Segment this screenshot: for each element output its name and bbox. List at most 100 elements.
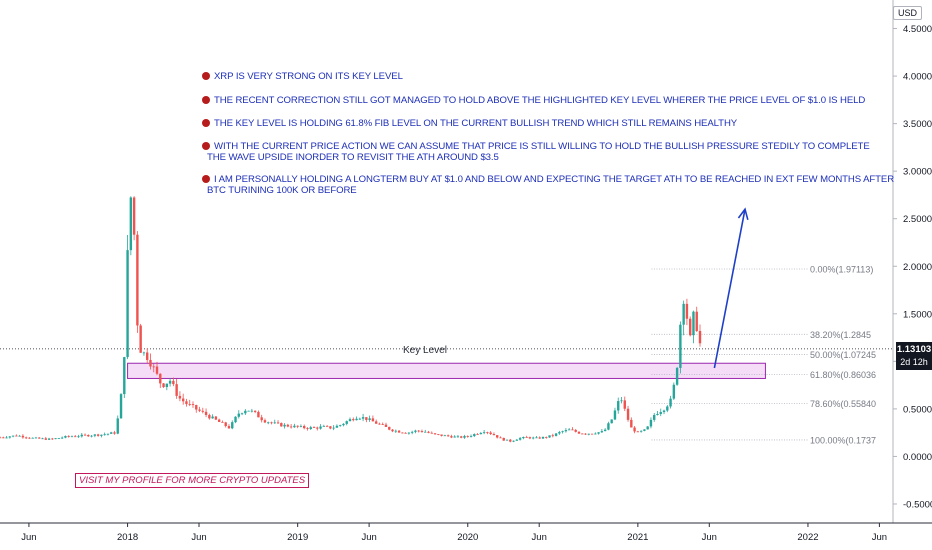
candle-body [489,432,492,434]
candle-body [401,432,404,434]
key-level-zone-layer [127,362,766,379]
candle-body [224,422,227,427]
candle-body [60,437,64,439]
candle-body [303,425,306,429]
candle-body [299,425,303,427]
candle-body [518,438,522,440]
candle-body [499,437,502,439]
candle-body [90,435,93,437]
candle-body [332,427,335,429]
candle-body [623,400,626,409]
candles-layer [0,196,702,443]
candle-body [394,430,397,432]
projection-arrow-layer [713,207,749,369]
candle-body [463,436,466,438]
candle-body [136,234,139,326]
candle-body [666,406,669,411]
candle-body [149,359,152,367]
profile-promo-link[interactable]: VISIT MY PROFILE FOR MORE CRYPTO UPDATES [75,473,310,488]
fib-levels-layer: 0.00%(1.97113) 38.20%(1.2845 50.00%(1.0724… [0,264,893,445]
candle-body [47,438,51,440]
candle-body [371,418,375,422]
candle-body [639,430,643,432]
time-tick-label: 2018 [117,532,138,543]
price-tick-label: 4.50000 [903,24,932,35]
candle-body [515,439,519,441]
candle-body [698,330,702,344]
note-3: THE KEY LEVEL IS HOLDING 61.8% FIB LEVEL… [202,118,737,129]
candle-body [100,434,103,436]
time-tick-label: Jun [191,532,206,543]
candle-body [309,427,312,429]
candle-body [669,398,672,407]
candle-body [427,431,430,433]
candle-body [18,435,21,437]
candle-body [273,422,276,424]
candle-body [384,424,388,427]
candle-body [342,423,345,426]
candle-body [322,425,326,427]
candle-body [695,311,698,331]
candle-body [692,311,695,336]
candle-body [512,440,515,442]
candle-body [672,384,676,399]
price-tick-label: 0.50000 [903,404,932,415]
candle-body [617,401,620,411]
candle-body [44,438,47,440]
candle-body [352,419,355,421]
candle-body [106,433,110,435]
note-1: XRP IS VERY STRONG ON ITS KEY LEVEL [202,71,403,82]
time-tick-label: 2020 [457,532,478,543]
time-tick-label: Jun [361,532,376,543]
candle-body [168,380,172,384]
candle-body [280,423,283,427]
candle-body [21,435,25,438]
candle-body [482,432,486,434]
candle-body [11,435,15,437]
candle-body [391,429,394,432]
candle-body [260,417,263,421]
key-level-zone[interactable] [127,362,766,379]
candle-body [31,437,34,439]
candle-body [283,424,286,427]
candle-body [437,434,440,436]
candle-body [365,417,368,420]
candle-body [54,438,57,440]
candle-body [509,439,512,442]
candle-body [443,435,447,437]
projection-arrow-line[interactable] [713,209,746,369]
candle-body [195,405,198,410]
candle-body [479,433,483,435]
candle-body [296,425,299,427]
candle-body [74,436,77,438]
candle-body [492,433,496,436]
candle-body [329,426,332,429]
candle-body [496,435,499,438]
candle-body [139,325,142,353]
candle-body [24,437,28,439]
candle-body [567,429,571,431]
candle-body [15,435,18,437]
candle-body [531,437,535,439]
time-tick-label: Jun [702,532,717,543]
candle-body [231,422,234,429]
price-tick-label: 2.50000 [903,214,932,225]
candle-body [80,434,83,437]
candle-body [175,384,178,396]
candle-body [96,434,100,436]
key-level-label: Key Level [403,345,447,356]
bullet-icon [202,119,210,127]
candle-body [181,398,185,402]
bullet-icon [202,96,210,104]
candle-body [198,409,201,411]
bullet-icon [202,72,210,80]
currency-label[interactable]: USD [893,6,923,20]
candle-body [155,366,159,374]
candle-body [77,436,80,438]
candle-body [87,434,90,437]
candle-body [355,418,358,421]
candle-body [358,418,362,420]
